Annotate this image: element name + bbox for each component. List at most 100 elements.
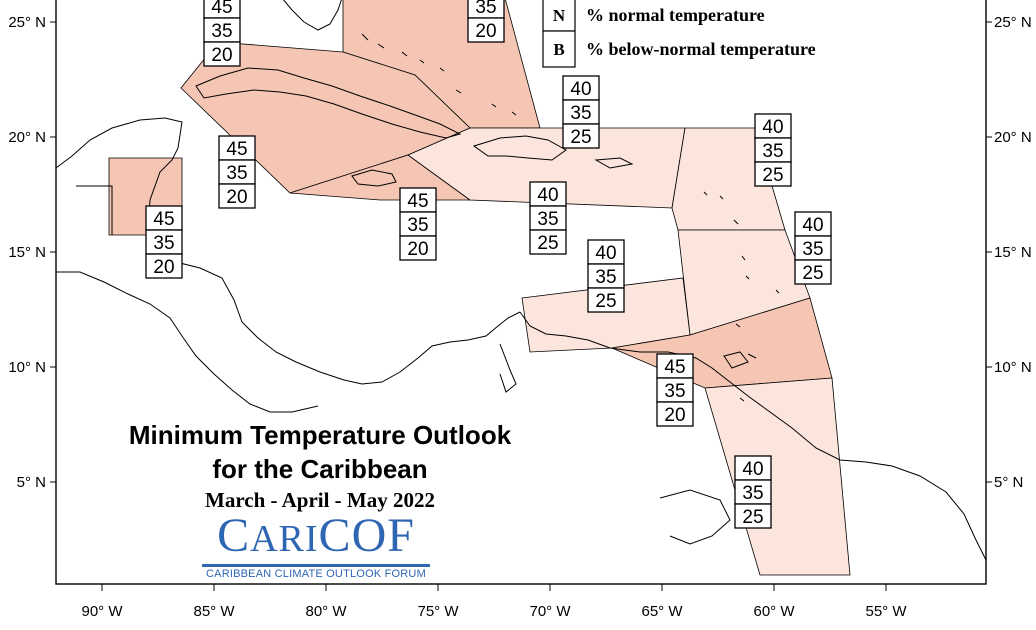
probability-value: 35 [802,239,823,260]
logo-rule [202,564,430,567]
probability-value: 25 [595,291,616,312]
probability-cell [399,187,437,213]
probability-value: 40 [742,459,763,480]
probability-box: 45 35 20 [656,353,694,427]
probability-value: 20 [475,21,496,42]
probability-value: 35 [742,483,763,504]
probability-value: 35 [664,381,685,402]
legend-key-below: B [542,30,576,68]
probability-box: 40 35 25 [562,75,600,149]
region-guianas [704,377,851,576]
probability-box: 40 35 25 [587,239,625,313]
probability-cell [203,41,241,67]
probability-value: 45 [211,0,232,18]
probability-cell [399,235,437,261]
probability-cell [587,287,625,313]
probability-value: 35 [407,215,428,236]
probability-cell [587,263,625,289]
lat-label-right: 5° N [994,474,1023,491]
probability-cell [562,123,600,149]
probability-box: 40 35 25 [734,455,772,529]
longitude-axis: 90° W 85° W 80° W 75° W 70° W 65° W 60° W 55° W [81,584,907,620]
probability-value: 35 [537,209,558,230]
lat-label-right: 15° N [994,244,1032,261]
probability-box: 45 35 20 [145,205,183,279]
probability-box: 40 35 25 [794,211,832,285]
lon-label: 60° W [753,603,795,620]
probability-cell [656,401,694,427]
lon-label: 80° W [305,603,347,620]
probability-value: 20 [407,239,428,260]
probability-value: 25 [537,233,558,254]
latitude-axis-left: 25° N 20° N 15° N 10° N 5° N [8,14,56,491]
latitude-axis-right: 25° N 20° N 15° N 10° N 5° N [986,14,1032,491]
probability-cell [529,205,567,231]
probability-cell [218,135,256,161]
probability-cell [656,377,694,403]
probability-cell [218,183,256,209]
probability-value: 40 [802,215,823,236]
map-title-line2: for the Caribbean [212,454,428,484]
probability-cell [145,205,183,231]
svg-text:B: B [553,40,564,59]
probability-box: 45 35 20 [399,187,437,261]
probability-cell [587,239,625,265]
probability-cell [734,503,772,529]
probability-value: 35 [211,21,232,42]
probability-box: 40 35 25 [529,181,567,255]
lat-label-left: 20° N [8,129,46,146]
probability-cell [562,75,600,101]
lat-label-right: 10° N [994,359,1032,376]
logo-wordmark: CARICOF [217,509,415,562]
probability-value: 25 [762,165,783,186]
outlook-period: March - April - May 2022 [205,488,435,512]
probability-value: 45 [226,139,247,160]
probability-cell [794,211,832,237]
legend: N % normal temperature B % below-normal … [542,0,816,68]
lon-label: 90° W [81,603,123,620]
probability-cell [218,159,256,185]
probability-value: 35 [475,0,496,18]
legend-key-normal: N [542,0,576,32]
probability-value: 25 [570,127,591,148]
probability-value: 20 [226,187,247,208]
probability-cell [754,161,792,187]
lat-label-left: 10° N [8,359,46,376]
lat-label-left: 5° N [17,474,46,491]
probability-cell [529,181,567,207]
probability-cell [656,353,694,379]
lon-label: 65° W [641,603,683,620]
probability-cell [794,259,832,285]
probability-value: 40 [762,117,783,138]
probability-box: 40 35 25 [754,113,792,187]
probability-cell [467,17,505,43]
lon-label: 85° W [193,603,235,620]
probability-value: 45 [407,191,428,212]
legend-text-below: % below-normal temperature [586,39,816,59]
probability-box: 45 35 20 [218,135,256,209]
probability-cell [529,229,567,255]
probability-value: 25 [742,507,763,528]
lat-label-left: 15° N [8,244,46,261]
probability-value: 20 [211,45,232,66]
lat-label-left: 25° N [8,14,46,31]
svg-text:N: N [553,6,566,25]
probability-box: 45 35 20 [203,0,241,67]
probability-value: 35 [595,267,616,288]
probability-value: 40 [537,185,558,206]
probability-cell [754,137,792,163]
lon-label: 55° W [865,603,907,620]
probability-value: 40 [570,79,591,100]
probability-value: 25 [802,263,823,284]
map-frame [55,0,987,585]
map-title-line1: Minimum Temperature Outlook [128,420,512,450]
probability-value: 35 [762,141,783,162]
lon-label: 70° W [529,603,571,620]
probability-value: 20 [153,257,174,278]
coastlines [55,0,987,561]
probability-cell [562,99,600,125]
title-block: Minimum Temperature Outlook for the Cari… [70,418,570,513]
lon-label: 75° W [417,603,459,620]
